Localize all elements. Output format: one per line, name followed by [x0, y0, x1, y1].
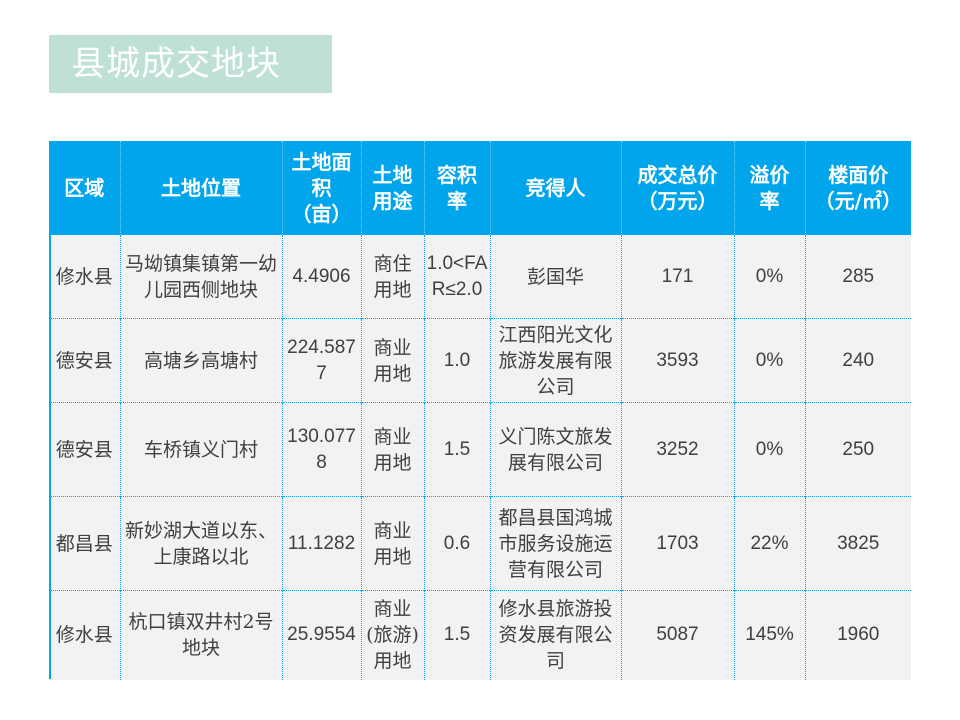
- cell-location: 高塘乡高塘村: [120, 318, 283, 403]
- cell-usage: 商业用地: [361, 318, 425, 403]
- cell-usage: 商业(旅游)用地: [361, 590, 425, 680]
- cell-area: 25.9554: [282, 590, 362, 680]
- header-usage: 土地用途: [361, 141, 425, 235]
- cell-location: 马坳镇集镇第一幼儿园西侧地块: [120, 234, 283, 319]
- cell-total-price: 3252: [621, 402, 735, 497]
- cell-far: 1.5: [424, 402, 491, 497]
- cell-winner: 义门陈文旅发展有限公司: [490, 402, 622, 497]
- cell-location: 杭口镇双井村2号地块: [120, 590, 283, 680]
- header-area: 土地面积（亩）: [282, 141, 362, 235]
- cell-winner: 都昌县国鸿城市服务设施运营有限公司: [490, 496, 622, 591]
- cell-total-price: 1703: [621, 496, 735, 591]
- table-row: 德安县 车桥镇义门村 130.0778 商业用地 1.5 义门陈文旅发展有限公司…: [49, 402, 911, 497]
- cell-premium-rate: 22%: [734, 496, 806, 591]
- cell-location: 新妙湖大道以东、上康路以北: [120, 496, 283, 591]
- cell-region: 德安县: [49, 318, 121, 403]
- table-row: 修水县 杭口镇双井村2号地块 25.9554 商业(旅游)用地 1.5 修水县旅…: [49, 590, 911, 680]
- cell-floor-price: 240: [805, 318, 911, 403]
- cell-premium-rate: 145%: [734, 590, 806, 680]
- table-header-row: 区域 土地位置 土地面积（亩） 土地用途 容积率 竞得人 成交总价（万元） 溢价…: [49, 141, 911, 235]
- cell-location: 车桥镇义门村: [120, 402, 283, 497]
- header-winner: 竞得人: [490, 141, 622, 235]
- cell-winner: 彭国华: [490, 234, 622, 319]
- table-row: 德安县 高塘乡高塘村 224.5877 商业用地 1.0 江西阳光文化旅游发展有…: [49, 318, 911, 403]
- cell-winner: 修水县旅游投资发展有限公司: [490, 590, 622, 680]
- cell-far: 0.6: [424, 496, 491, 591]
- page-title: 县城成交地块: [49, 35, 332, 93]
- cell-region: 修水县: [49, 590, 121, 680]
- cell-premium-rate: 0%: [734, 402, 806, 497]
- cell-total-price: 3593: [621, 318, 735, 403]
- cell-region: 修水县: [49, 234, 121, 319]
- cell-area: 11.1282: [282, 496, 362, 591]
- header-location: 土地位置: [120, 141, 283, 235]
- cell-area: 4.4906: [282, 234, 362, 319]
- cell-far: 1.5: [424, 590, 491, 680]
- cell-region: 德安县: [49, 402, 121, 497]
- header-floor-price: 楼面价（元/㎡）: [805, 141, 911, 235]
- cell-floor-price: 1960: [805, 590, 911, 680]
- cell-area: 224.5877: [282, 318, 362, 403]
- cell-usage: 商业用地: [361, 402, 425, 497]
- table-row: 修水县 马坳镇集镇第一幼儿园西侧地块 4.4906 商住用地 1.0<FAR≤2…: [49, 234, 911, 319]
- table-row: 都昌县 新妙湖大道以东、上康路以北 11.1282 商业用地 0.6 都昌县国鸿…: [49, 496, 911, 591]
- cell-floor-price: 285: [805, 234, 911, 319]
- cell-usage: 商住用地: [361, 234, 425, 319]
- cell-premium-rate: 0%: [734, 318, 806, 403]
- header-premium-rate: 溢价率: [734, 141, 806, 235]
- cell-area: 130.0778: [282, 402, 362, 497]
- table-left-border: [49, 141, 51, 679]
- cell-floor-price: 3825: [805, 496, 911, 591]
- header-total-price: 成交总价（万元）: [621, 141, 735, 235]
- cell-far: 1.0: [424, 318, 491, 403]
- cell-total-price: 5087: [621, 590, 735, 680]
- header-far: 容积率: [424, 141, 491, 235]
- cell-far: 1.0<FAR≤2.0: [424, 234, 491, 319]
- cell-floor-price: 250: [805, 402, 911, 497]
- cell-winner: 江西阳光文化旅游发展有限公司: [490, 318, 622, 403]
- header-region: 区域: [49, 141, 121, 235]
- land-transactions-table: 区域 土地位置 土地面积（亩） 土地用途 容积率 竞得人 成交总价（万元） 溢价…: [49, 141, 911, 680]
- cell-region: 都昌县: [49, 496, 121, 591]
- cell-premium-rate: 0%: [734, 234, 806, 319]
- cell-total-price: 171: [621, 234, 735, 319]
- cell-usage: 商业用地: [361, 496, 425, 591]
